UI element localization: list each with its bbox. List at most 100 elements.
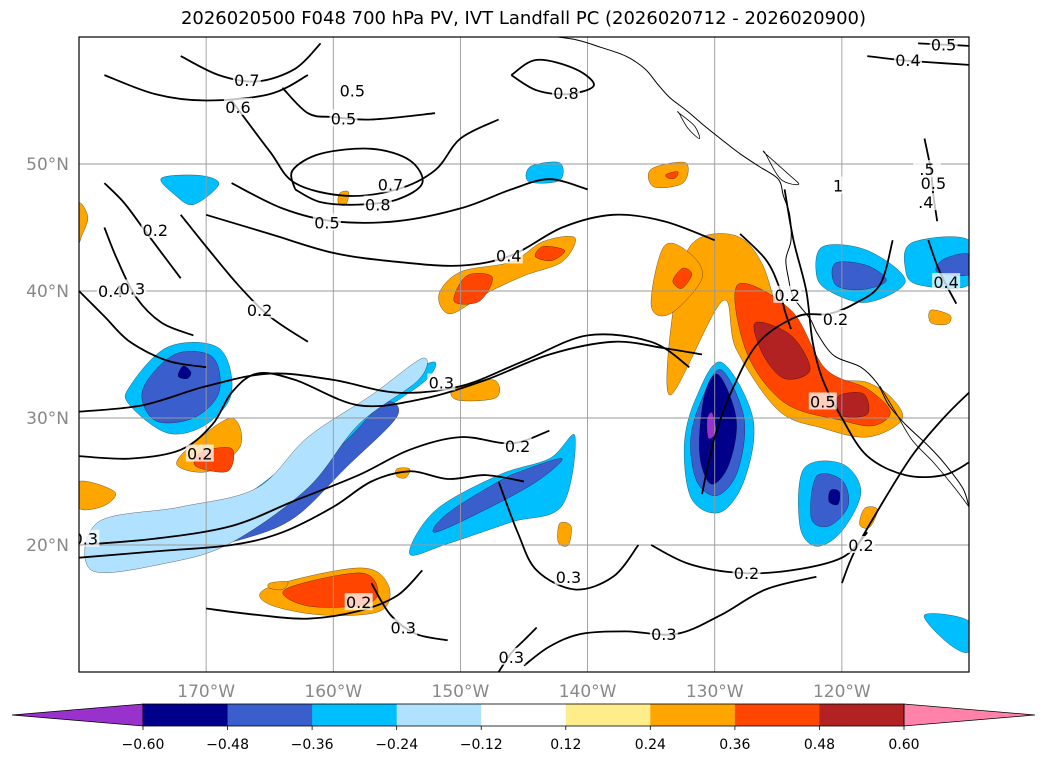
colorbar-tick-label: −0.12: [460, 737, 503, 753]
pv-contour-29: [739, 233, 792, 330]
ivt-region-5: [177, 365, 192, 379]
contour-label-bg-8: [497, 647, 526, 665]
ivt-region-37: [665, 171, 679, 179]
ivt-region-28: [453, 273, 493, 305]
contour-label-33: 0.5: [340, 81, 365, 100]
contour-label-21: 0.5: [331, 109, 356, 128]
contour-label-bg-33: [338, 81, 367, 99]
pv-contour-7: [523, 575, 817, 667]
contour-label-bg-21: [329, 109, 358, 127]
contour-label-8: 0.3: [499, 648, 524, 667]
ivt-region-44: [395, 467, 411, 479]
ivt-region-18: [935, 253, 969, 276]
latitude-tick-label: 30°N: [26, 409, 69, 429]
contour-label-31: .4: [918, 193, 933, 212]
plot-frame: [78, 36, 970, 673]
contour-label-bg-12: [808, 392, 837, 410]
contour-label-16: 0.3: [120, 279, 145, 298]
longitude-tick-label: 140°W: [559, 682, 617, 702]
contour-label-bg-16: [118, 279, 147, 297]
pv-contour-15: [79, 290, 207, 369]
contour-label-bg-25: [893, 50, 922, 68]
latitude-tick-label: 20°N: [26, 536, 69, 556]
contour-label-0: 0.2: [187, 445, 212, 464]
contour-label-27: 0.5: [921, 174, 946, 193]
pv-contour-2: [79, 429, 550, 546]
ivt-region-31: [672, 267, 693, 289]
pv-contour-14: [231, 178, 588, 224]
colorbar-tick-label: 0.60: [888, 737, 919, 753]
colorbar-segment: [650, 704, 736, 726]
ivt-region-22: [84, 357, 428, 573]
contour-label-bg-13: [494, 246, 523, 264]
ivt-region-14: [828, 489, 841, 506]
contour-label-11: 0.2: [823, 310, 848, 329]
ivt-region-25: [753, 321, 811, 380]
contour-label-bg-26: [929, 37, 958, 53]
colorbar-tick-label: −0.36: [291, 737, 334, 753]
colorbar-segment: [819, 704, 905, 726]
contour-label-15: 0.4: [98, 282, 123, 301]
contour-label-bg-1: [427, 373, 456, 391]
pv-contour-18: [180, 214, 309, 343]
colorbar-extend-high: [903, 703, 1036, 727]
contour-label-bg-28: [932, 273, 961, 291]
colorbar-tick-label: 0.24: [635, 737, 666, 753]
contour-label-19: 0.7: [378, 175, 403, 194]
island-outline-1: [677, 111, 701, 139]
contour-label-32: 1: [833, 177, 843, 196]
contour-label-bg-22: [223, 97, 252, 115]
contour-label-bg-24: [551, 83, 580, 101]
pv-contour-9: [650, 531, 868, 575]
colorbar-tick-label: 0.36: [719, 737, 750, 753]
contour-label-28: 0.4: [933, 273, 958, 292]
longitude-tick-label: 120°W: [813, 682, 871, 702]
colorbar-frame: [142, 703, 905, 727]
longitude-tick-label: 130°W: [686, 682, 744, 702]
ivt-region-29: [534, 246, 565, 261]
colorbar-segment: [143, 704, 229, 726]
contour-label-bg-30: [913, 160, 942, 178]
colorbar-tick-label: 0.12: [550, 737, 581, 753]
ivt-region-46: [267, 581, 289, 591]
contour-label-1: 0.3: [429, 373, 454, 392]
contour-label-20: 0.8: [365, 196, 390, 215]
ivt-filled-regions: [79, 161, 969, 653]
colorbar: −0.60 −0.48 −0.36 −0.24 −0.12 0.12 0.24 0.36 0.4…: [11, 703, 1036, 753]
longitude-axis: 170°W 160°W 150°W 140°W 130°W 120°W: [177, 682, 871, 702]
contour-label-12: 0.5: [810, 392, 835, 411]
contour-label-23: 0.7: [234, 71, 259, 90]
pv-contour-labels: 0.2 0.3 0.2 0.3 0.2 0.3 0.3 0.3 0.3 0.2 0.2 0.2 0.5 0…: [79, 37, 961, 667]
colorbar-tick-label: −0.60: [122, 737, 165, 753]
contour-label-24: 0.8: [553, 84, 578, 103]
contour-label-22: 0.6: [225, 98, 250, 117]
pv-contour-11: [701, 239, 894, 495]
contour-label-6: 0.3: [390, 619, 415, 638]
ivt-region-38: [79, 480, 116, 511]
contour-label-9: 0.2: [734, 564, 759, 583]
contour-label-25: 0.4: [895, 51, 920, 70]
longitude-tick-label: 170°W: [177, 682, 235, 702]
contour-label-bg-27: [919, 174, 948, 192]
contour-label-bg-20: [363, 195, 392, 213]
contour-label-bg-32: [824, 176, 853, 194]
colorbar-extend-low: [11, 703, 144, 727]
contour-label-bg-7: [649, 624, 678, 642]
ivt-region-16: [831, 261, 887, 291]
contour-label-bg-14: [312, 213, 341, 231]
contour-label-17: 0.2: [143, 221, 168, 240]
pv-contour-10: [841, 391, 969, 584]
contour-label-18: 0.2: [247, 301, 272, 320]
contour-label-7: 0.3: [651, 625, 676, 644]
chart-title: 2026020500 F048 700 hPa PV, IVT Landfall…: [180, 8, 867, 29]
pv-contour-16: [103, 227, 194, 337]
pv-contour-20: [290, 147, 424, 206]
pv-contour-3: [79, 470, 525, 559]
baja-coastline: [879, 386, 969, 508]
colorbar-segment: [481, 704, 567, 726]
pv-contour-4: [205, 569, 423, 620]
contour-label-bg-17: [141, 221, 170, 239]
colorbar-tick-label: −0.24: [375, 737, 418, 753]
contour-label-bg-9: [732, 563, 761, 581]
